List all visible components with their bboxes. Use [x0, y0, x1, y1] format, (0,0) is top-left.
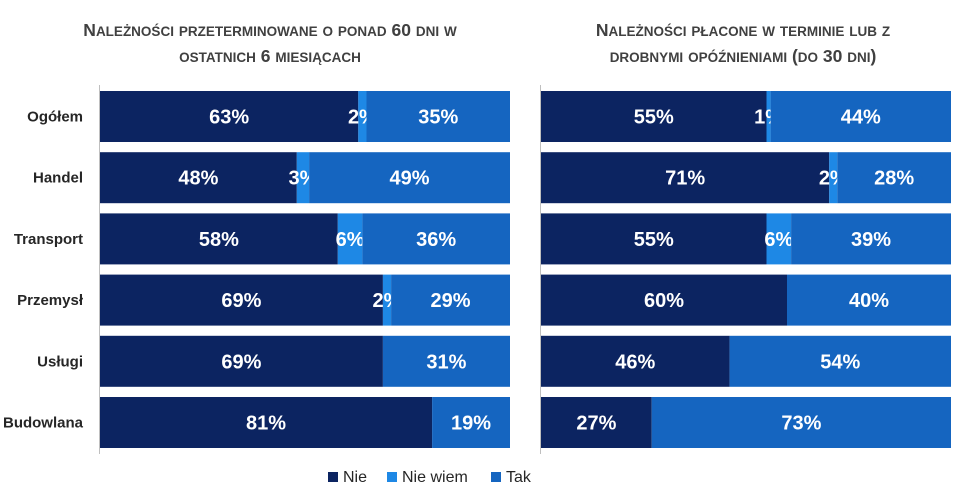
legend-label: Nie wiem: [402, 469, 468, 486]
bar-segment: [337, 213, 363, 265]
data-label: 31%: [426, 351, 466, 373]
category-label: Przemysł: [17, 292, 84, 309]
chart-1-title-line-1: NALEŻNOŚCI PRZETERMINOWANE O PONAD 60 DN…: [83, 20, 457, 40]
data-label: 69%: [221, 351, 261, 373]
bar-segment: [541, 213, 767, 265]
data-label: 55%: [634, 107, 674, 129]
data-label: 29%: [431, 290, 471, 312]
data-label: 60%: [644, 290, 684, 312]
data-label: 27%: [576, 413, 616, 435]
category-label: Budowlana: [3, 415, 84, 432]
chart-2-title-line-2: DROBNYMI OPÓŹNIENIAMI (DO 30 DNI): [610, 46, 877, 66]
bar-segment: [362, 213, 510, 265]
data-label: 40%: [849, 290, 889, 312]
bar-segment: [309, 152, 510, 204]
data-label: 58%: [199, 229, 239, 251]
bar-segment: [296, 152, 310, 204]
chart-panel-1: NALEŻNOŚCI PRZETERMINOWANE O PONAD 60 DN…: [83, 20, 510, 454]
legend-label: Tak: [506, 469, 532, 486]
bar-segment: [382, 335, 510, 387]
bar-segment: [541, 335, 730, 387]
bar-segment: [787, 274, 951, 326]
bar-segment: [358, 91, 367, 142]
data-label: 63%: [209, 107, 249, 129]
bar-segment: [432, 397, 510, 448]
data-label: 44%: [841, 107, 881, 129]
bar-segment: [770, 91, 951, 142]
bar-segment: [766, 213, 792, 265]
bar-segment: [100, 213, 338, 265]
data-label: 28%: [874, 168, 914, 190]
bar-segment: [651, 397, 951, 448]
data-label: 6%: [336, 229, 365, 251]
data-label: 81%: [246, 413, 286, 435]
bar-segment: [100, 335, 383, 387]
bar-segment: [829, 152, 838, 204]
data-label: 35%: [418, 107, 458, 129]
data-label: 49%: [390, 168, 430, 190]
data-label: 39%: [851, 229, 891, 251]
data-label: 48%: [178, 168, 218, 190]
bar-segment: [541, 152, 830, 204]
category-label: Usługi: [37, 353, 83, 370]
category-label: Ogółem: [27, 109, 83, 126]
bar-segment: [766, 91, 771, 142]
bar-segment: [100, 274, 383, 326]
category-label: Transport: [14, 231, 83, 248]
legend-swatch: [387, 472, 397, 482]
data-label: 36%: [416, 229, 456, 251]
legend-label: Nie: [343, 469, 367, 486]
legend-swatch: [328, 472, 338, 482]
bar-segment: [541, 274, 787, 326]
data-label: 73%: [781, 413, 821, 435]
data-label: 71%: [665, 168, 705, 190]
legend: Nie Nie wiem Tak: [328, 469, 532, 486]
data-label: 54%: [820, 351, 860, 373]
bar-segment: [391, 274, 510, 326]
chart-2-title-line-1: NALEŻNOŚCI PŁACONE W TERMINIE LUB Z: [596, 20, 890, 40]
category-label: Handel: [33, 170, 83, 187]
bar-segment: [366, 91, 510, 142]
bar-segment: [541, 397, 652, 448]
bar-segment: [382, 274, 392, 326]
data-label: 55%: [634, 229, 674, 251]
bar-segment: [100, 397, 433, 448]
data-label: 19%: [451, 413, 491, 435]
bar-segment: [100, 152, 297, 204]
bar-segment: [791, 213, 951, 265]
bar-segment: [100, 91, 359, 142]
data-label: 6%: [764, 229, 793, 251]
bar-segment: [837, 152, 951, 204]
chart-panel-2: NALEŻNOŚCI PŁACONE W TERMINIE LUB Z DROBN…: [540, 20, 951, 454]
data-label: 69%: [221, 290, 261, 312]
bar-segment: [729, 335, 951, 387]
legend-swatch: [491, 472, 501, 482]
chart-1-title-line-2: OSTATNICH 6 MIESIĄCACH: [179, 46, 361, 66]
bar-segment: [541, 91, 767, 142]
data-label: 46%: [615, 351, 655, 373]
